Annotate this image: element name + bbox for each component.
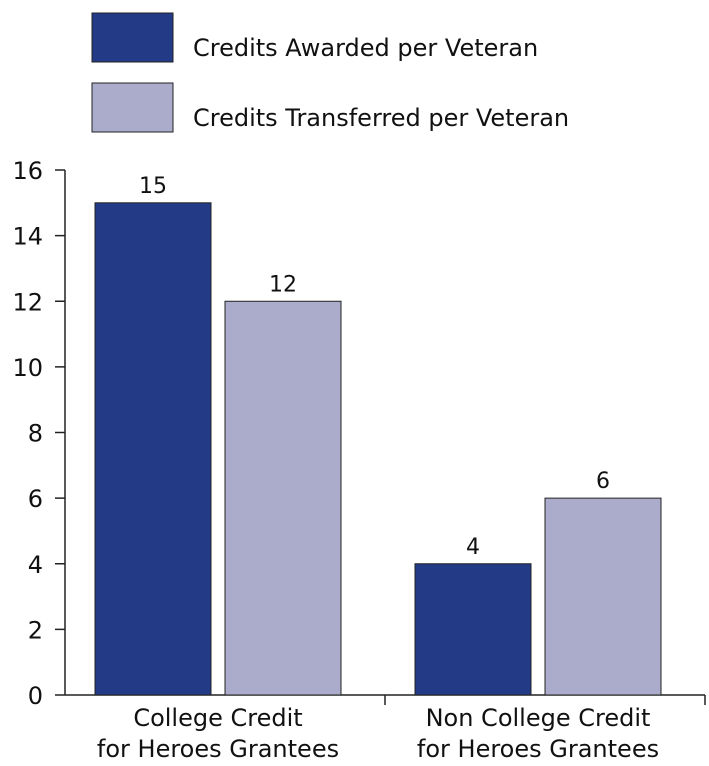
- y-tick-label: 8: [28, 420, 43, 448]
- value-label: 4: [466, 535, 480, 560]
- value-label: 12: [269, 272, 297, 297]
- legend-label: Credits Awarded per Veteran: [193, 34, 538, 62]
- y-tick-label: 12: [12, 288, 43, 316]
- y-tick-label: 4: [28, 551, 43, 579]
- y-tick-label: 10: [12, 354, 43, 382]
- bar: [544, 497, 662, 696]
- x-tick-label: College Credit for Heroes Grantees: [96, 704, 340, 763]
- value-label: 6: [596, 469, 610, 494]
- legend-label: Credits Transferred per Veteran: [193, 104, 569, 132]
- bar: [94, 202, 212, 696]
- y-tick-label: 0: [28, 682, 43, 710]
- legend-swatch: [91, 12, 174, 63]
- value-label: 15: [139, 174, 167, 199]
- y-tick-label: 2: [28, 616, 43, 644]
- bar: [414, 563, 532, 696]
- y-tick-label: 6: [28, 485, 43, 513]
- x-tick-label: Non College Credit for Heroes Grantees: [416, 704, 660, 763]
- y-tick-label: 16: [12, 157, 43, 185]
- bar: [224, 300, 342, 696]
- y-tick-label: 14: [12, 223, 43, 251]
- legend-swatch: [91, 82, 174, 133]
